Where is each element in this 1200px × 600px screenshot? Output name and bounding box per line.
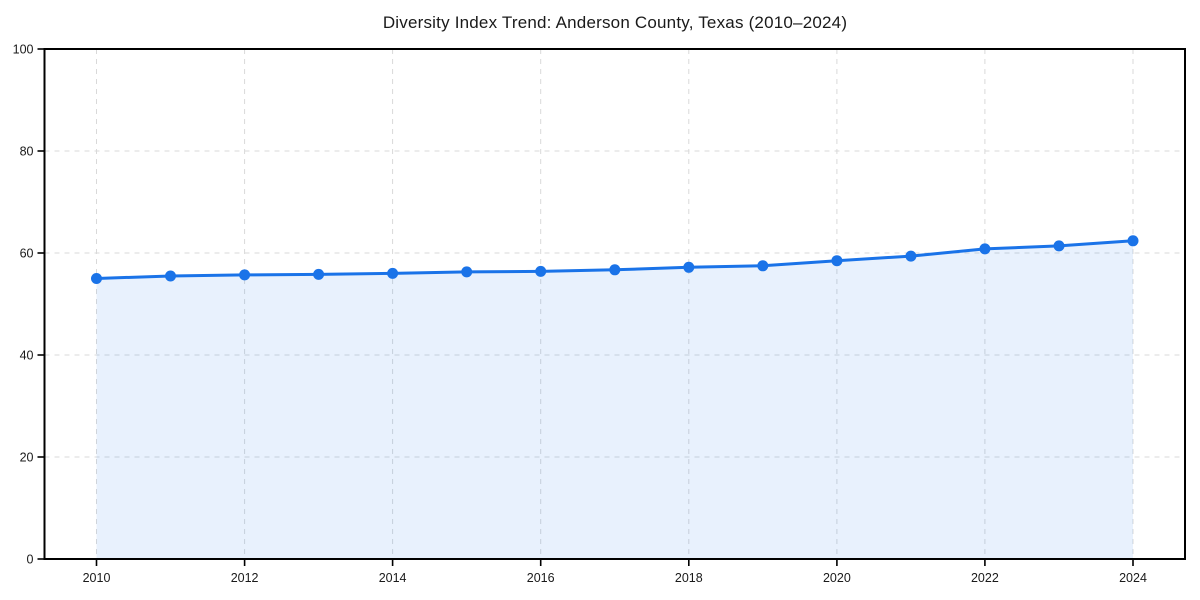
data-point [1053,240,1065,252]
y-tick-label: 20 [20,451,34,465]
x-tick-label: 2012 [231,571,259,585]
x-tick-label: 2014 [379,571,407,585]
data-point [609,264,621,276]
x-tick-label: 2022 [971,571,999,585]
data-point [905,250,917,262]
data-point [535,265,547,277]
data-point [387,267,399,279]
x-tick-label: 2016 [527,571,555,585]
y-tick-label: 0 [27,553,34,567]
data-point [757,260,769,272]
data-point [831,255,843,267]
data-point [239,269,251,281]
x-tick-label: 2018 [675,571,703,585]
data-point [461,266,473,278]
y-tick-label: 40 [20,349,34,363]
data-point [313,268,325,280]
data-point [91,273,102,284]
data-point [165,270,176,282]
plot-frame [43,48,1186,560]
y-tick-label: 80 [20,145,34,159]
chart-title: Diversity Index Trend: Anderson County, … [382,13,848,32]
y-tick-label: 100 [13,43,34,57]
data-point [979,243,991,255]
x-tick-label: 2024 [1119,571,1147,585]
data-point [1127,235,1139,247]
x-tick-label: 2010 [83,571,111,585]
area-fill [96,240,1133,560]
data-point [683,261,695,273]
y-tick-label: 60 [20,247,34,261]
x-tick-label: 2020 [823,571,851,585]
